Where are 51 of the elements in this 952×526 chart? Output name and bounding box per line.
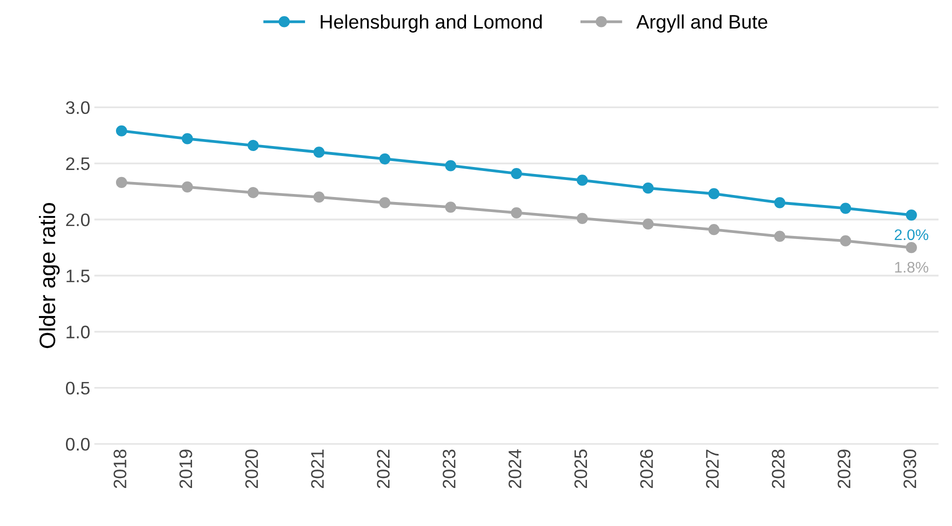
legend-label: Helensburgh and Lomond (320, 14, 542, 33)
point (642, 218, 654, 230)
point (379, 197, 390, 208)
x-tick-label: 2018 (114, 450, 126, 488)
x-tick-label: 2025 (574, 450, 588, 488)
point (840, 235, 852, 246)
point (576, 212, 588, 224)
point (248, 187, 259, 198)
point (445, 160, 456, 172)
x-tick-label: 2028 (772, 450, 785, 488)
x-tick-label: 2029 (838, 450, 850, 488)
legend-label: Argyll and Bute (636, 14, 768, 33)
point (708, 188, 720, 200)
point (116, 125, 128, 136)
x-tick-label: 2024 (508, 449, 522, 488)
point (906, 242, 917, 254)
x-tick-label: 2027 (706, 450, 719, 488)
point (576, 174, 588, 186)
point (642, 182, 654, 194)
x-tick-label: 2023 (442, 450, 456, 488)
x-tick-label: 2020 (245, 450, 258, 488)
data-label: 2.0% (894, 229, 928, 240)
point (313, 192, 325, 203)
y-tick-label: 0.5 (66, 382, 90, 395)
y-tick-label: 1.5 (66, 270, 90, 282)
y-tick-label: 1.0 (66, 326, 90, 338)
point (510, 168, 522, 180)
point (708, 224, 720, 236)
point (248, 140, 259, 152)
x-tick-label: 2022 (376, 450, 390, 488)
point (774, 230, 786, 242)
y-tick-label: 0.0 (66, 438, 90, 451)
y-tick-label: 2.5 (66, 157, 90, 170)
x-tick-label: 2026 (640, 450, 653, 488)
point (510, 207, 522, 218)
point (116, 176, 128, 188)
x-tick-label: 2019 (179, 450, 192, 488)
point (906, 209, 917, 221)
y-tick-label: 2.0 (66, 213, 90, 226)
x-tick-label: 2021 (311, 450, 324, 488)
point (182, 133, 193, 144)
x-tick-label: 2030 (903, 450, 916, 488)
point (182, 181, 193, 193)
data-label: 1.8% (895, 262, 928, 273)
y-tick-label: 3.0 (66, 101, 90, 114)
point (840, 202, 852, 214)
point (774, 197, 786, 208)
point (445, 202, 456, 213)
point (313, 146, 325, 158)
y-axis-title: Older age ratio (38, 203, 60, 348)
point (379, 153, 390, 164)
